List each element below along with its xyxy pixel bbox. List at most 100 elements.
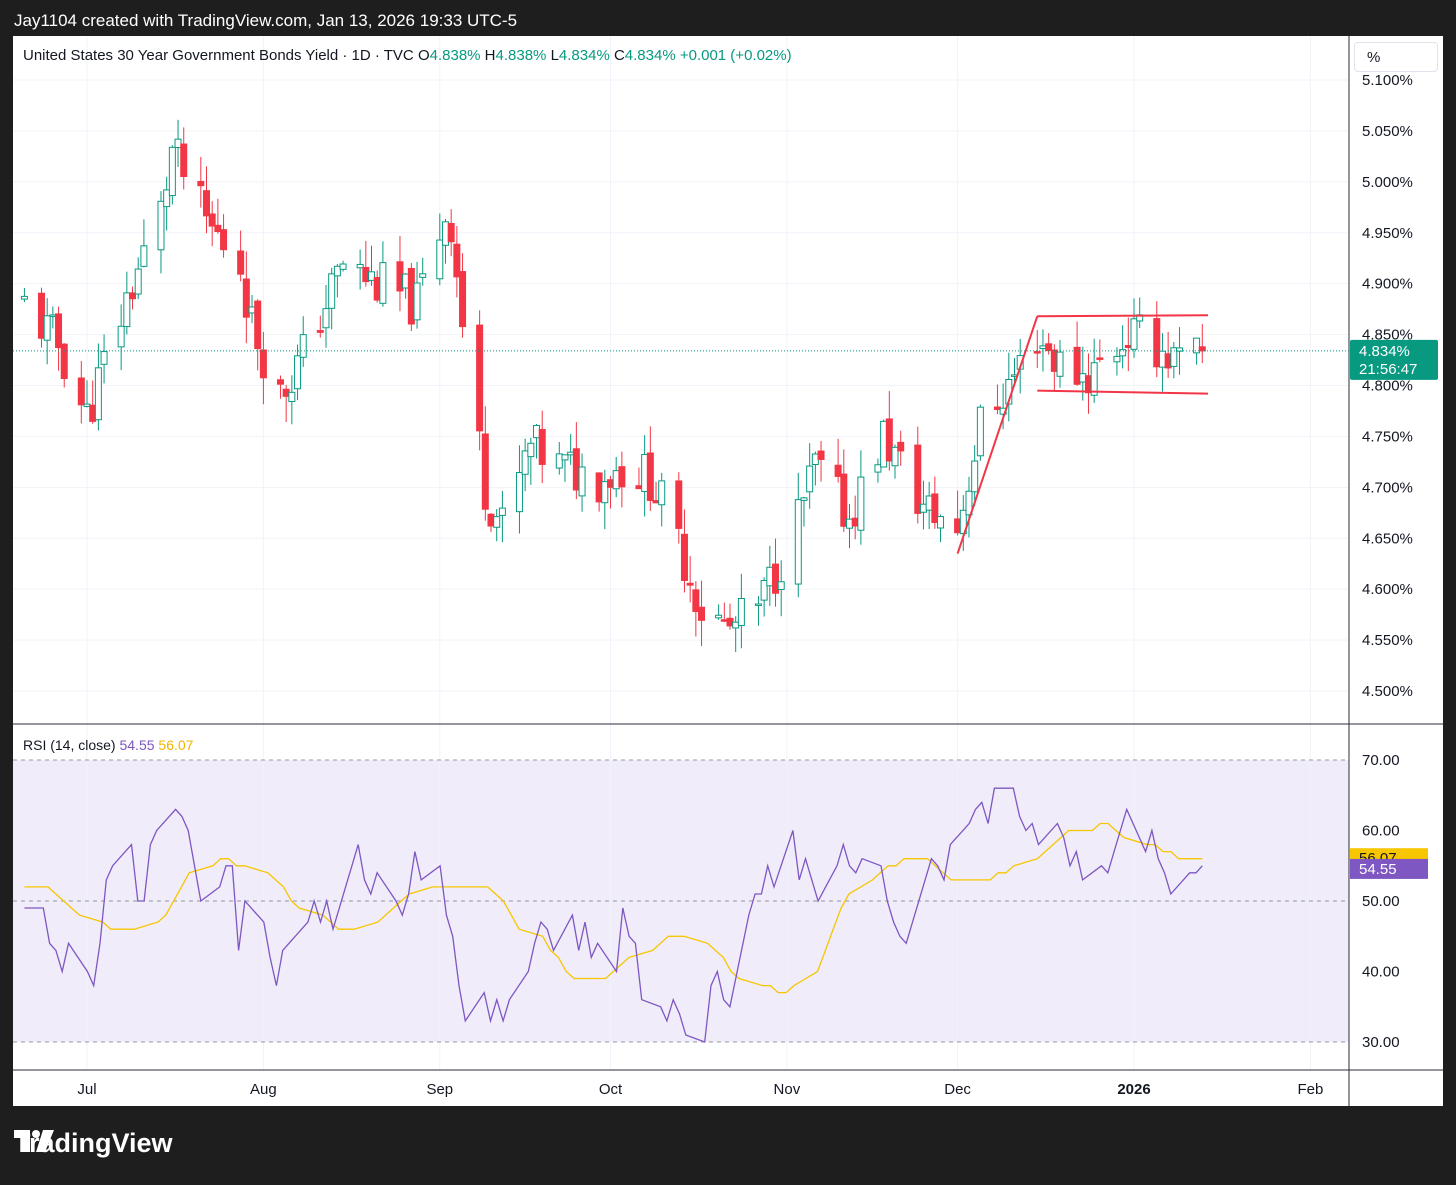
candle-body[interactable] bbox=[419, 273, 427, 278]
candle-body[interactable] bbox=[652, 500, 660, 504]
candle-body[interactable] bbox=[202, 190, 210, 217]
candle-body[interactable] bbox=[208, 213, 216, 227]
candle-body[interactable] bbox=[698, 606, 706, 621]
candle-body[interactable] bbox=[89, 404, 97, 422]
candle-body[interactable] bbox=[607, 479, 614, 488]
candle-body[interactable] bbox=[806, 465, 814, 493]
candle-body[interactable] bbox=[817, 450, 825, 460]
candle-body[interactable] bbox=[498, 507, 506, 516]
candle-body[interactable] bbox=[214, 224, 222, 233]
candle-body[interactable] bbox=[777, 581, 785, 590]
candle-body[interactable] bbox=[481, 433, 489, 510]
candle-body[interactable] bbox=[874, 464, 882, 473]
candle-body[interactable] bbox=[760, 579, 768, 601]
candle-body[interactable] bbox=[407, 267, 415, 325]
candle-body[interactable] bbox=[680, 533, 688, 581]
percent-scale-button[interactable]: % bbox=[1354, 42, 1438, 72]
candle-body[interactable] bbox=[1090, 362, 1098, 396]
candle-body[interactable] bbox=[493, 516, 501, 528]
candle-body[interactable] bbox=[396, 261, 404, 292]
candle-body[interactable] bbox=[993, 406, 1001, 410]
candle-body[interactable] bbox=[800, 497, 808, 501]
candle-body[interactable] bbox=[1039, 345, 1047, 350]
candle-body[interactable] bbox=[1073, 346, 1081, 385]
flag-pattern-trendline[interactable] bbox=[956, 315, 1039, 554]
candle-body[interactable] bbox=[1124, 344, 1132, 348]
candle-body[interactable] bbox=[180, 143, 188, 178]
candle-body[interactable] bbox=[686, 582, 694, 586]
candle-body[interactable] bbox=[282, 388, 290, 397]
candle-body[interactable] bbox=[720, 619, 728, 622]
candle-body[interactable] bbox=[1045, 343, 1053, 352]
candle-body[interactable] bbox=[1170, 347, 1178, 367]
candle-body[interactable] bbox=[49, 314, 57, 317]
candle-body[interactable] bbox=[1176, 347, 1184, 352]
candle-body[interactable] bbox=[123, 292, 131, 328]
candle-body[interactable] bbox=[402, 273, 410, 289]
candle-body[interactable] bbox=[880, 420, 888, 468]
candle-body[interactable] bbox=[163, 189, 171, 208]
candle-body[interactable] bbox=[100, 351, 108, 365]
candle-body[interactable] bbox=[811, 453, 819, 465]
candle-body[interactable] bbox=[299, 334, 307, 358]
candle-body[interactable] bbox=[55, 313, 63, 349]
candle-body[interactable] bbox=[521, 450, 529, 475]
candle-body[interactable] bbox=[254, 300, 262, 350]
candle-body[interactable] bbox=[1033, 351, 1041, 354]
candle-body[interactable] bbox=[840, 473, 848, 527]
candle-body[interactable] bbox=[772, 563, 780, 594]
candle-body[interactable] bbox=[333, 265, 341, 277]
candle-body[interactable] bbox=[675, 480, 683, 529]
candle-body[interactable] bbox=[476, 324, 484, 432]
candle-body[interactable] bbox=[897, 441, 905, 452]
candle-body[interactable] bbox=[1113, 355, 1121, 363]
candle-body[interactable] bbox=[1164, 353, 1172, 369]
candle-body[interactable] bbox=[316, 330, 324, 333]
candle-body[interactable] bbox=[914, 444, 922, 514]
candle-body[interactable] bbox=[976, 406, 984, 457]
candle-body[interactable] bbox=[618, 466, 626, 488]
candle-body[interactable] bbox=[965, 490, 973, 516]
candle-body[interactable] bbox=[1158, 350, 1166, 368]
candle-body[interactable] bbox=[857, 476, 865, 531]
symbol-title[interactable]: United States 30 Year Government Bonds Y… bbox=[23, 47, 414, 64]
candle-body[interactable] bbox=[527, 442, 535, 458]
candle-body[interactable] bbox=[538, 428, 546, 465]
candle-body[interactable] bbox=[197, 180, 205, 187]
candle-body[interactable] bbox=[1056, 351, 1064, 377]
candle-body[interactable] bbox=[83, 403, 91, 407]
candle-body[interactable] bbox=[94, 367, 102, 421]
candle-body[interactable] bbox=[237, 250, 245, 275]
candle-body[interactable] bbox=[919, 503, 927, 513]
candle-body[interactable] bbox=[294, 355, 302, 390]
rsi-line[interactable] bbox=[24, 787, 1203, 1043]
candle-body[interactable] bbox=[1193, 337, 1201, 354]
candle-body[interactable] bbox=[339, 263, 347, 270]
candle-body[interactable] bbox=[794, 499, 802, 585]
candle-body[interactable] bbox=[754, 603, 762, 606]
candle-body[interactable] bbox=[436, 239, 444, 280]
candle-body[interactable] bbox=[1079, 373, 1087, 383]
candle-body[interactable] bbox=[453, 243, 461, 278]
candle-body[interactable] bbox=[276, 379, 284, 385]
candle-body[interactable] bbox=[726, 617, 734, 627]
rsi-label[interactable]: RSI (14, close) bbox=[23, 737, 116, 753]
candle-body[interactable] bbox=[766, 566, 774, 587]
candle-body[interactable] bbox=[851, 517, 859, 527]
candle-body[interactable] bbox=[117, 325, 125, 348]
candle-body[interactable] bbox=[288, 391, 296, 403]
candle-body[interactable] bbox=[931, 493, 939, 524]
candle-body[interactable] bbox=[635, 485, 643, 490]
candle-body[interactable] bbox=[572, 448, 580, 491]
candle-body[interactable] bbox=[220, 229, 228, 251]
candle-body[interactable] bbox=[447, 222, 455, 243]
candle-body[interactable] bbox=[60, 343, 68, 379]
candle-body[interactable] bbox=[379, 262, 387, 304]
candle-body[interactable] bbox=[555, 453, 563, 469]
candle-body[interactable] bbox=[692, 589, 700, 612]
candle-body[interactable] bbox=[533, 424, 541, 439]
candle-body[interactable] bbox=[328, 273, 336, 309]
candle-body[interactable] bbox=[612, 470, 620, 490]
candle-body[interactable] bbox=[1096, 357, 1104, 360]
candle-body[interactable] bbox=[732, 621, 740, 629]
